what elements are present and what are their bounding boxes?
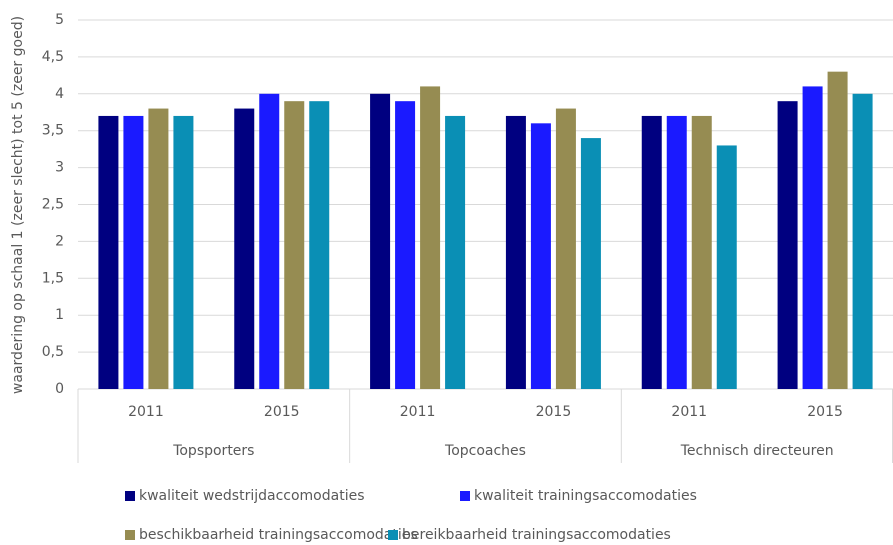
legend-label: kwaliteit trainingsaccomodaties (474, 488, 697, 504)
bar (666, 115, 687, 389)
bar (284, 101, 305, 390)
bar (641, 115, 662, 389)
x-tick-label: 2011 (671, 404, 707, 420)
bar (445, 115, 466, 389)
y-tick-label: 0 (55, 381, 64, 397)
bar (123, 115, 144, 389)
bar (530, 123, 551, 389)
bar (395, 101, 416, 390)
bar (259, 93, 280, 390)
y-tick-label: 5 (55, 12, 64, 28)
bar (580, 138, 601, 389)
bar (852, 93, 873, 390)
y-tick-label: 2 (55, 233, 64, 249)
bar (148, 108, 169, 389)
y-tick-label: 4 (55, 86, 64, 102)
x-tick-label: 2015 (264, 404, 300, 420)
bar (802, 86, 823, 390)
bar (505, 115, 526, 389)
x-tick-label: 2015 (536, 404, 572, 420)
y-tick-label: 1 (55, 307, 64, 323)
bar (173, 115, 194, 389)
legend-swatch (388, 530, 398, 540)
legend-label: beschikbaarheid trainingsaccomodaties (139, 527, 418, 543)
legend-swatch (460, 491, 470, 501)
bar (420, 86, 441, 390)
x-tick-label: 2015 (807, 404, 843, 420)
group-label: Topsporters (172, 443, 254, 459)
bar (309, 101, 330, 390)
bar (716, 145, 737, 389)
legend-swatch (125, 491, 135, 501)
y-tick-label: 1,5 (42, 270, 64, 286)
bar (555, 108, 576, 389)
bar (777, 101, 798, 390)
x-tick-label: 2011 (128, 404, 164, 420)
group-label: Technisch directeuren (680, 443, 834, 459)
legend-swatch (125, 530, 135, 540)
y-tick-label: 3 (55, 160, 64, 176)
y-tick-label: 3,5 (42, 123, 64, 139)
y-axis-label: waardering op schaal 1 (zeer slecht) tot… (10, 16, 26, 394)
bar (691, 115, 712, 389)
bar (98, 115, 119, 389)
y-tick-label: 0,5 (42, 344, 64, 360)
bar (370, 93, 391, 390)
bar (234, 108, 255, 389)
legend-label: kwaliteit wedstrijdaccomodaties (139, 488, 365, 504)
bar (827, 71, 848, 389)
legend-label: bereikbaarheid trainingsaccomodaties (402, 527, 671, 543)
y-tick-label: 4,5 (42, 49, 64, 65)
y-tick-label: 2,5 (42, 197, 64, 213)
x-tick-label: 2011 (400, 404, 436, 420)
group-label: Topcoaches (444, 443, 526, 459)
